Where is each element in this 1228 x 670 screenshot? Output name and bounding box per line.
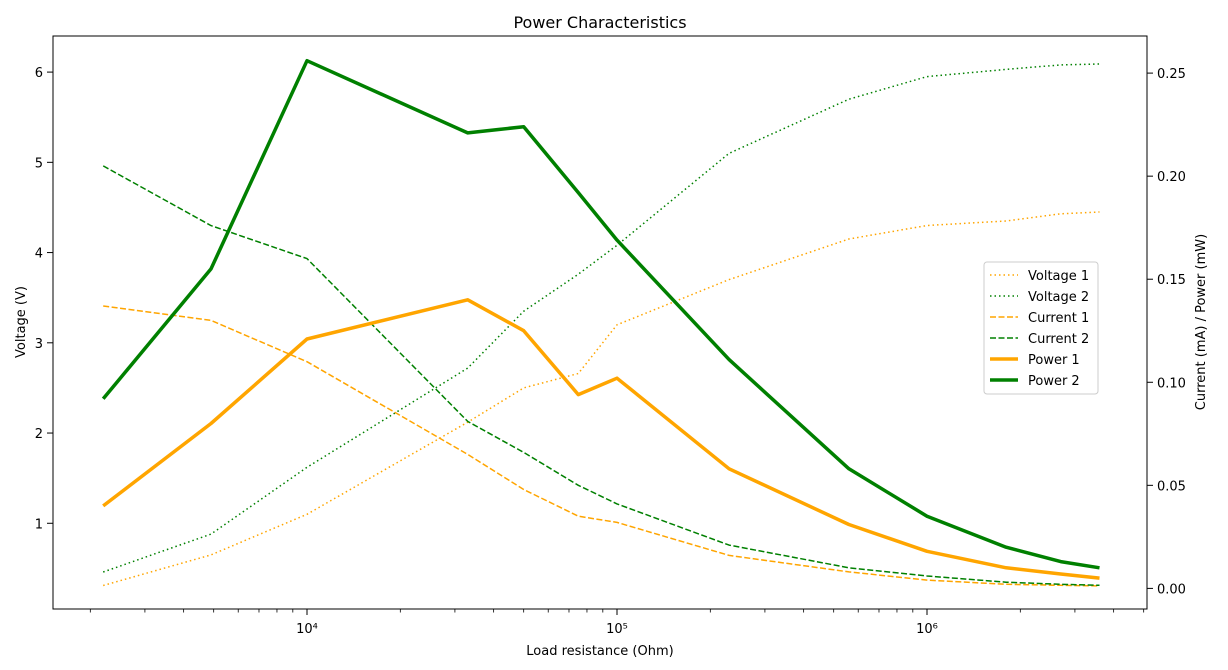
legend-box	[983, 261, 1099, 395]
x-axis-label: Load resistance (Ohm)	[526, 644, 673, 659]
y-right-tick-label: 0.10	[1157, 376, 1186, 391]
legend-label: Current 1	[1028, 311, 1089, 326]
series-line-current-2	[102, 165, 1100, 587]
series-line-current-1	[103, 305, 1100, 587]
x-axis-ticks: 10⁴ 10⁵ 10⁶	[89, 609, 1145, 637]
y-right-tick-label: 0.25	[1157, 67, 1186, 82]
legend-label: Power 1	[1028, 353, 1080, 368]
x-tick-label: 10⁶	[916, 622, 938, 637]
y-right-tick-label: 0.20	[1157, 170, 1186, 185]
y-left-tick-label: 4	[35, 247, 43, 262]
legend-label: Voltage 1	[1028, 269, 1089, 284]
y-left-axis-ticks: 1 2 3 4 5 6	[35, 66, 53, 532]
x-tick-label: 10⁴	[296, 622, 318, 637]
legend-label: Current 2	[1028, 332, 1089, 347]
y-right-tick-label: 0.15	[1157, 273, 1186, 288]
y-left-tick-label: 2	[35, 427, 43, 442]
legend-label: Power 2	[1028, 374, 1080, 389]
series-line-power-2	[101, 58, 1100, 570]
y-left-tick-label: 6	[35, 66, 43, 81]
y-left-axis-label: Voltage (V)	[14, 286, 29, 358]
legend: Voltage 1 Voltage 2 Current 1 Current 2 Powe…	[983, 261, 1099, 395]
y-right-axis-ticks: 0.00 0.05 0.10 0.15 0.20 0.25	[1147, 67, 1186, 597]
legend-label: Voltage 2	[1028, 290, 1089, 305]
chart-title: Power Characteristics	[513, 13, 686, 32]
y-right-axis-label: Current (mA) / Power (mW)	[1194, 234, 1209, 410]
plot-area	[52, 35, 1148, 610]
y-left-tick-label: 3	[35, 337, 43, 352]
y-right-tick-label: 0.05	[1157, 479, 1186, 494]
series-line-voltage-1	[102, 211, 1100, 587]
y-left-tick-label: 5	[35, 156, 43, 171]
series-line-power-1	[102, 298, 1100, 580]
series-layer	[101, 58, 1100, 587]
x-tick-label: 10⁵	[606, 622, 628, 637]
plot-border	[52, 35, 1148, 610]
y-left-tick-label: 1	[35, 517, 43, 532]
y-right-tick-label: 0.00	[1157, 582, 1186, 597]
